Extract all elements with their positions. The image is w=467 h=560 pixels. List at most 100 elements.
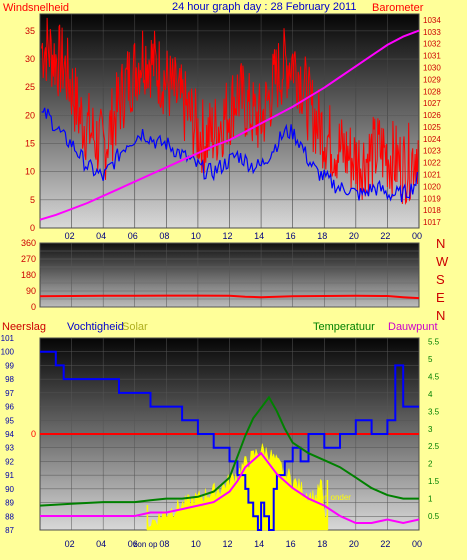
direction-axis-labels: 0 90 180 270 360 [21,238,36,312]
wind-axis-labels: 0 5 10 15 20 25 30 35 [25,26,35,233]
temperature-tick-label: 3.5 [428,407,440,416]
wind-x-tick-label: 02 [65,231,75,241]
wind-x-tick-label: 16 [286,231,296,241]
barometer-tick-label: 1020 [423,182,441,191]
wind-gust-line [41,17,419,206]
wind-tick-label: 35 [25,26,35,36]
temperature-tick-label: 0.5 [428,512,440,521]
barometer-tick-label: 1034 [423,16,441,25]
humidity-tick-label: 99 [5,361,14,370]
direction-panel-data [39,294,420,300]
direction-letter: N [436,308,445,323]
barometer-tick-label: 1031 [423,52,441,61]
wind-x-axis-labels: 02 04 06 08 10 12 14 16 18 20 22 00 [65,231,422,241]
wind-x-tick-label: 04 [96,231,106,241]
temperature-tick-label: 2 [428,460,433,469]
barometer-tick-label: 1027 [423,99,441,108]
wind-x-tick-label: 00 [412,231,422,241]
humidity-tick-label: 89 [5,499,14,508]
humidity-tick-label: 90 [5,485,14,494]
humidity-x-tick-label: 02 [65,539,75,549]
humidity-x-tick-label: 00 [412,539,422,549]
direction-tick-label: 0 [31,302,36,312]
solar-label: Solar [122,321,148,333]
wind-tick-label: 15 [25,139,35,149]
humidity-x-tick-label: 04 [96,539,106,549]
wind-average-line [41,107,418,203]
wind-x-tick-label: 20 [349,231,359,241]
direction-letter: S [436,272,445,287]
temperature-tick-label: 2.5 [428,442,440,451]
humidity-tick-label: 88 [5,512,14,521]
barometer-tick-label: 1025 [423,123,441,132]
barometer-tick-label: 1022 [423,159,441,168]
barometer-label: Barometer [372,2,424,14]
wind-tick-label: 0 [30,223,35,233]
wind-x-tick-label: 06 [128,231,138,241]
barometer-tick-label: 1032 [423,40,441,49]
humidity-axis-labels: 87 88 89 90 91 92 93 94 95 96 97 98 99 100 101 0 [1,334,36,535]
wind-tick-label: 30 [25,54,35,64]
humidity-tick-label: 96 [5,403,14,412]
temperature-line [39,395,419,507]
barometer-axis-labels: 1017 1018 1019 1020 1021 1022 1023 1024 1025 1026… [423,16,441,227]
humidity-x-tick-label: 06 [128,539,138,549]
temperature-tick-label: 1.5 [428,477,440,486]
wind-panel-data [39,17,420,221]
wind-x-tick-label: 12 [222,231,232,241]
humidity-tick-label: 98 [5,375,14,384]
humidity-tick-label: 97 [5,389,14,398]
direction-tick-label: 270 [21,254,36,264]
barometer-tick-label: 1033 [423,28,441,37]
wind-tick-label: 20 [25,110,35,120]
sunset-label: zon onder [315,493,351,502]
humidity-x-tick-label: 12 [222,539,232,549]
temperature-tick-label: 4.5 [428,372,440,381]
humidity-tick-label: 93 [5,444,14,453]
sunrise-label: zon op [133,540,158,549]
wind-speed-label: Windsnelheid [3,2,69,14]
direction-tick-label: 90 [26,286,36,296]
humidity-x-tick-label: 16 [286,539,296,549]
humidity-x-tick-label: 22 [380,539,390,549]
wind-x-tick-label: 18 [317,231,327,241]
temperature-tick-label: 5 [428,355,433,364]
dewpoint-label: Dauwpunt [388,321,438,333]
direction-tick-label: 180 [21,270,36,280]
wind-tick-label: 10 [25,167,35,177]
humidity-tick-label: 94 [5,430,14,439]
barometer-tick-label: 1019 [423,194,441,203]
temperature-axis-labels: 0.5 1 1.5 2 2.5 3 3.5 4 4.5 5 5.5 [428,337,440,521]
dewpoint-line [40,451,420,525]
rain-label: Neerslag [2,321,46,333]
humidity-line [40,350,419,531]
barometer-tick-label: 1024 [423,135,441,144]
temperature-label: Temperatuur [313,321,375,333]
humidity-x-tick-label: 20 [349,539,359,549]
wind-x-tick-label: 22 [380,231,390,241]
humidity-tick-label: 101 [1,334,15,343]
humidity-tick-label: 95 [5,416,14,425]
temperature-tick-label: 5.5 [428,337,440,346]
barometer-tick-label: 1028 [423,87,441,96]
humidity-tick-label: 92 [5,457,14,466]
wind-x-tick-label: 14 [254,231,264,241]
barometer-tick-label: 1030 [423,64,441,73]
wind-direction-line [39,294,420,300]
humidity-label: Vochtigheid [67,321,124,333]
humidity-x-axis-labels: 02 04 06 08 10 12 14 16 18 20 22 00 [65,539,422,549]
humidity-x-tick-label: 08 [159,539,169,549]
barometer-tick-label: 1023 [423,147,441,156]
humidity-panel-data [39,350,420,531]
temperature-tick-label: 3 [428,425,433,434]
barometer-line [39,29,420,221]
barometer-tick-label: 1017 [423,218,441,227]
wind-panel-grid [40,14,420,229]
humidity-x-tick-label: 18 [317,539,327,549]
humidity-tick-label: 100 [1,348,15,357]
temperature-tick-label: 4 [428,390,433,399]
humidity-x-tick-label: 14 [254,539,264,549]
